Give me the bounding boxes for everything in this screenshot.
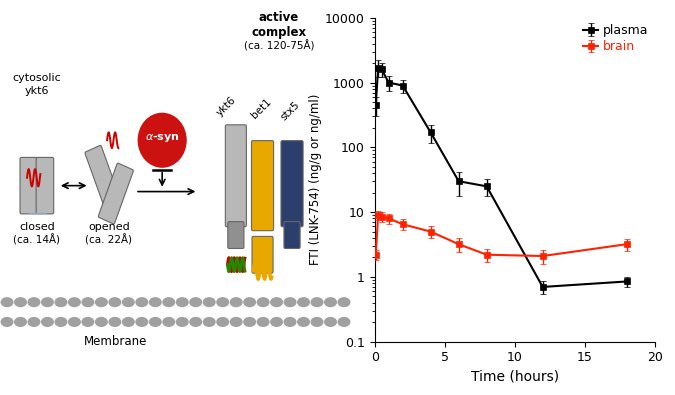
Ellipse shape [257, 298, 269, 307]
Ellipse shape [203, 298, 215, 307]
FancyBboxPatch shape [36, 157, 54, 214]
Ellipse shape [123, 318, 134, 326]
Ellipse shape [244, 298, 255, 307]
Ellipse shape [55, 318, 67, 326]
Ellipse shape [28, 298, 40, 307]
Text: ykt6: ykt6 [24, 86, 49, 96]
Text: closed: closed [19, 222, 55, 232]
Ellipse shape [284, 318, 296, 326]
FancyBboxPatch shape [85, 145, 120, 206]
Ellipse shape [311, 318, 323, 326]
Ellipse shape [1, 298, 13, 307]
Ellipse shape [96, 298, 107, 307]
X-axis label: Time (hours): Time (hours) [470, 370, 559, 384]
Ellipse shape [163, 318, 175, 326]
Ellipse shape [217, 318, 228, 326]
FancyBboxPatch shape [20, 157, 38, 214]
Ellipse shape [230, 318, 242, 326]
Ellipse shape [338, 298, 350, 307]
Text: complex: complex [252, 26, 306, 39]
Ellipse shape [82, 318, 94, 326]
Ellipse shape [69, 318, 80, 326]
Ellipse shape [82, 298, 94, 307]
Ellipse shape [69, 298, 80, 307]
Ellipse shape [203, 318, 215, 326]
Ellipse shape [176, 298, 188, 307]
Legend: plasma, brain: plasma, brain [583, 24, 649, 53]
Ellipse shape [176, 318, 188, 326]
Ellipse shape [271, 318, 282, 326]
FancyBboxPatch shape [281, 141, 303, 227]
Ellipse shape [15, 298, 26, 307]
Ellipse shape [42, 298, 53, 307]
Text: $\alpha$-syn: $\alpha$-syn [144, 132, 180, 144]
Ellipse shape [28, 318, 40, 326]
Ellipse shape [217, 298, 228, 307]
Ellipse shape [123, 298, 134, 307]
FancyBboxPatch shape [284, 222, 300, 248]
Ellipse shape [298, 318, 309, 326]
Ellipse shape [338, 318, 350, 326]
Ellipse shape [190, 298, 202, 307]
Ellipse shape [163, 298, 175, 307]
Text: Membrane: Membrane [84, 335, 148, 348]
Ellipse shape [257, 318, 269, 326]
Ellipse shape [284, 298, 296, 307]
FancyBboxPatch shape [227, 222, 244, 248]
Ellipse shape [1, 318, 13, 326]
Ellipse shape [325, 318, 336, 326]
Text: bet1: bet1 [249, 97, 273, 120]
Y-axis label: FTI (LNK-754) (ng/g or ng/ml): FTI (LNK-754) (ng/g or ng/ml) [309, 94, 322, 265]
Text: (ca. 14Å): (ca. 14Å) [14, 234, 60, 245]
Circle shape [138, 113, 186, 167]
FancyBboxPatch shape [225, 125, 246, 227]
Ellipse shape [42, 318, 53, 326]
Ellipse shape [244, 318, 255, 326]
Ellipse shape [325, 298, 336, 307]
Text: ykt6: ykt6 [215, 95, 238, 118]
Ellipse shape [271, 298, 282, 307]
Ellipse shape [149, 298, 161, 307]
Ellipse shape [311, 298, 323, 307]
Ellipse shape [55, 298, 67, 307]
Ellipse shape [109, 298, 121, 307]
Ellipse shape [15, 318, 26, 326]
Ellipse shape [96, 318, 107, 326]
Text: (ca. 120-75Å): (ca. 120-75Å) [244, 40, 315, 52]
Ellipse shape [136, 318, 148, 326]
Text: stx5: stx5 [279, 100, 302, 122]
Ellipse shape [230, 298, 242, 307]
Ellipse shape [136, 298, 148, 307]
FancyBboxPatch shape [252, 236, 273, 273]
Text: active: active [259, 11, 299, 24]
Ellipse shape [149, 318, 161, 326]
Ellipse shape [109, 318, 121, 326]
Text: opened: opened [88, 222, 130, 232]
FancyBboxPatch shape [99, 163, 134, 224]
Ellipse shape [298, 298, 309, 307]
Text: cytosolic: cytosolic [12, 73, 61, 83]
Text: (ca. 22Å): (ca. 22Å) [85, 234, 132, 245]
Ellipse shape [190, 318, 202, 326]
FancyBboxPatch shape [252, 141, 273, 231]
